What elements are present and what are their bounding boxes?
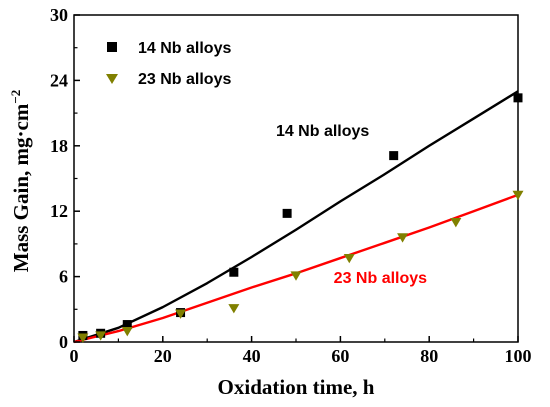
point-14nb: [389, 151, 399, 161]
x-tick-label: 60: [331, 346, 349, 366]
point-23nb: [397, 233, 409, 243]
point-23nb: [450, 217, 462, 228]
legend-label-23nb: 23 Nb alloys: [138, 71, 231, 88]
y-tick-label: 0: [59, 332, 68, 352]
annotation-23nb: 23 Nb alloys: [334, 270, 427, 287]
y-tick-label: 12: [50, 201, 68, 221]
y-axis-title: Mass Gain, mg·cm−2: [8, 90, 33, 273]
markers: [77, 93, 524, 343]
point-23nb: [343, 253, 355, 264]
y-tick-label: 30: [50, 5, 68, 25]
y-tick-label: 24: [50, 70, 68, 90]
plot-frame: [73, 14, 519, 343]
point-23nb: [121, 326, 133, 337]
legend-marker-14nb: [107, 42, 117, 52]
point-23nb: [77, 333, 89, 343]
x-tick-label: 40: [243, 346, 261, 366]
x-tick-label: 100: [505, 346, 532, 366]
fit-line-14nb: [73, 90, 519, 344]
x-tick-label: 80: [420, 346, 438, 366]
x-tick-label: 0: [70, 346, 79, 366]
point-14nb: [122, 320, 132, 330]
annotation-14nb: 14 Nb alloys: [276, 123, 369, 140]
point-23nb: [95, 331, 107, 341]
point-23nb: [228, 304, 240, 314]
legend: 14 Nb alloys 23 Nb alloys: [106, 40, 231, 88]
x-tick-label: 20: [154, 346, 172, 366]
point-14nb: [229, 267, 239, 277]
legend-marker-23nb: [106, 74, 118, 84]
fit-line-23nb: [73, 193, 519, 344]
y-axis-title-main: Mass Gain, mg·cm: [9, 103, 33, 272]
point-14nb: [513, 93, 523, 103]
y-tick-label: 6: [59, 267, 68, 287]
x-axis-title: Oxidation time, h: [218, 375, 375, 399]
point-14nb: [282, 208, 292, 218]
plot-area-border: [73, 14, 519, 343]
point-23nb: [290, 271, 302, 281]
y-tick-label: 18: [50, 136, 68, 156]
point-23nb: [175, 309, 187, 319]
legend-label-14nb: 14 Nb alloys: [138, 40, 231, 57]
ticks: 0 20 40 60 80 100 0 6 12 18 24 30: [50, 5, 532, 366]
y-axis-title-superscript: −2: [8, 90, 23, 104]
point-23nb: [512, 190, 524, 201]
